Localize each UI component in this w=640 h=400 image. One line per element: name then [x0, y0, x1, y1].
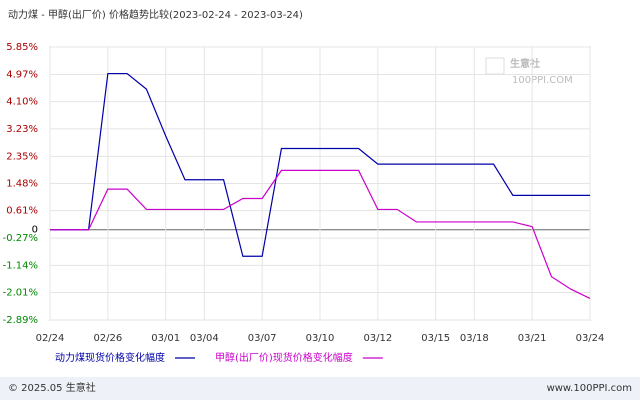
x-tick-label: 03/18 [460, 333, 489, 344]
x-tick-label: 02/24 [36, 333, 65, 344]
y-tick-label: -1.14% [3, 260, 38, 271]
series-line [50, 169, 591, 299]
y-tick-label: 4.10% [6, 97, 38, 108]
y-tick-label: 2.35% [6, 151, 38, 162]
footer-left: © 2025.05 生意社 [8, 381, 96, 394]
footer-right: www.100PPI.com [547, 383, 632, 394]
footer-bar [0, 377, 640, 400]
y-tick-label: 3.23% [6, 124, 38, 135]
y-tick-label: -2.01% [3, 288, 38, 299]
x-tick-label: 02/26 [93, 333, 122, 344]
legend-label: 甲醇(出厂价)现货价格变化幅度 [215, 351, 353, 364]
y-tick-label: -0.27% [3, 233, 38, 244]
y-tick-label: 5.85% [6, 42, 38, 53]
x-tick-label: 03/01 [151, 333, 180, 344]
watermark-sub: 100PPI.COM [512, 75, 573, 86]
x-tick-label: 03/21 [518, 333, 547, 344]
x-tick-label: 03/10 [306, 333, 335, 344]
watermark: 生意社 [510, 57, 540, 70]
x-tick-label: 03/24 [576, 333, 605, 344]
y-tick-label: 4.97% [6, 69, 38, 80]
y-tick-label: 0 [32, 225, 38, 236]
x-tick-label: 03/07 [248, 333, 277, 344]
y-tick-label: -2.89% [3, 315, 38, 326]
x-tick-label: 03/12 [363, 333, 392, 344]
chart-title: 动力煤 - 甲醇(出厂价) 价格趋势比较(2023-02-24 - 2023-0… [8, 8, 303, 21]
y-tick-label: 0.61% [6, 206, 38, 217]
x-tick-label: 03/04 [190, 333, 219, 344]
x-tick-label: 03/15 [421, 333, 450, 344]
legend-label: 动力煤现货价格变化幅度 [55, 351, 165, 364]
series-line [50, 72, 590, 257]
y-tick-label: 1.48% [6, 179, 38, 190]
